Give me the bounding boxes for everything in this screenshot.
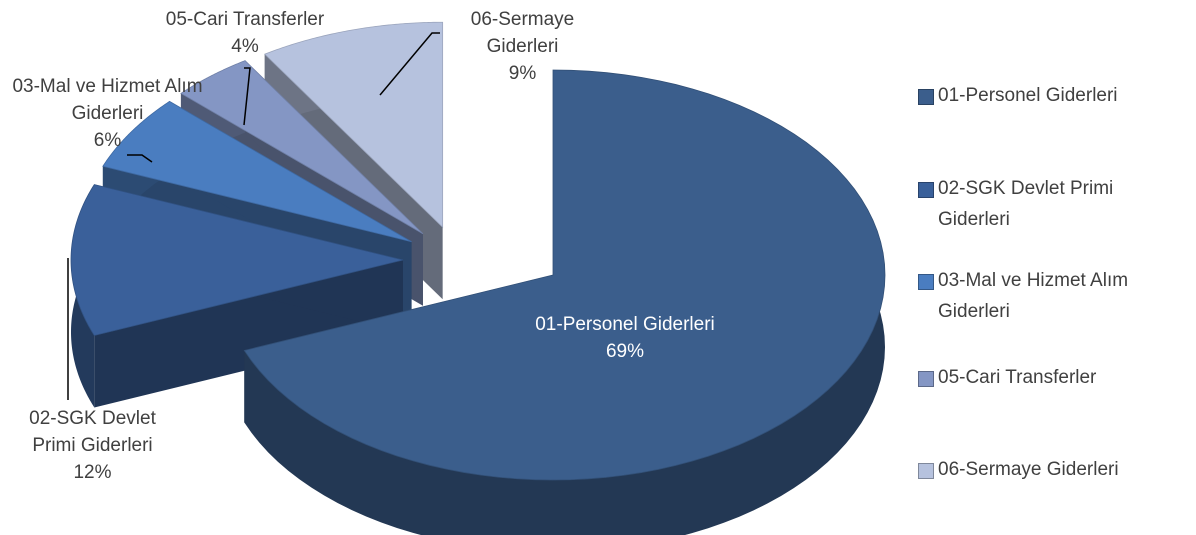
legend-label: 03-Mal ve Hizmet Alım Giderleri bbox=[938, 270, 1129, 322]
label-value: 4% bbox=[231, 36, 259, 57]
label-value: 9% bbox=[508, 63, 537, 84]
data-label: 02-SGK Devlet Primi Giderleri 12% bbox=[5, 405, 180, 486]
label-value: 12% bbox=[73, 462, 112, 483]
data-label: 06-Sermaye Giderleri 9% bbox=[440, 6, 605, 87]
legend-swatch bbox=[918, 371, 934, 387]
legend-item: 01-Personel Giderleri bbox=[918, 80, 1158, 111]
label-name: 01-Personel Giderleri bbox=[535, 314, 715, 335]
legend-item: 05-Cari Transferler bbox=[918, 362, 1158, 393]
legend-label: 05-Cari Transferler bbox=[938, 367, 1097, 388]
data-label: 05-Cari Transferler 4% bbox=[120, 6, 370, 60]
data-label: 01-Personel Giderleri 69% bbox=[535, 311, 715, 365]
leader-line bbox=[243, 67, 251, 126]
legend-item: 03-Mal ve Hizmet Alım Giderleri bbox=[918, 265, 1158, 327]
label-name: 06-Sermaye Giderleri bbox=[470, 9, 575, 57]
label-value: 69% bbox=[605, 341, 645, 362]
legend-swatch bbox=[918, 274, 934, 290]
label-name: 05-Cari Transferler bbox=[165, 9, 325, 30]
legend-label: 06-Sermaye Giderleri bbox=[938, 459, 1119, 480]
leader-line bbox=[127, 154, 153, 163]
legend-label: 02-SGK Devlet Primi Giderleri bbox=[938, 178, 1114, 230]
legend-item: 06-Sermaye Giderleri bbox=[918, 454, 1158, 485]
label-name: 02-SGK Devlet Primi Giderleri bbox=[29, 408, 156, 456]
leader-line bbox=[379, 32, 440, 96]
label-name: 03-Mal ve Hizmet Alım Giderleri bbox=[12, 76, 203, 124]
slice bbox=[180, 60, 424, 235]
leader-lines bbox=[67, 32, 440, 400]
legend-swatch bbox=[918, 89, 934, 105]
slice bbox=[243, 69, 886, 481]
legend-label: 01-Personel Giderleri bbox=[938, 85, 1118, 106]
slice bbox=[70, 184, 404, 336]
slices bbox=[70, 21, 886, 535]
legend-swatch bbox=[918, 463, 934, 479]
data-label: 03-Mal ve Hizmet Alım Giderleri 6% bbox=[0, 73, 215, 154]
legend-swatch bbox=[918, 182, 934, 198]
slice bbox=[102, 100, 412, 243]
legend-item: 02-SGK Devlet Primi Giderleri bbox=[918, 173, 1158, 235]
label-value: 6% bbox=[93, 130, 122, 151]
